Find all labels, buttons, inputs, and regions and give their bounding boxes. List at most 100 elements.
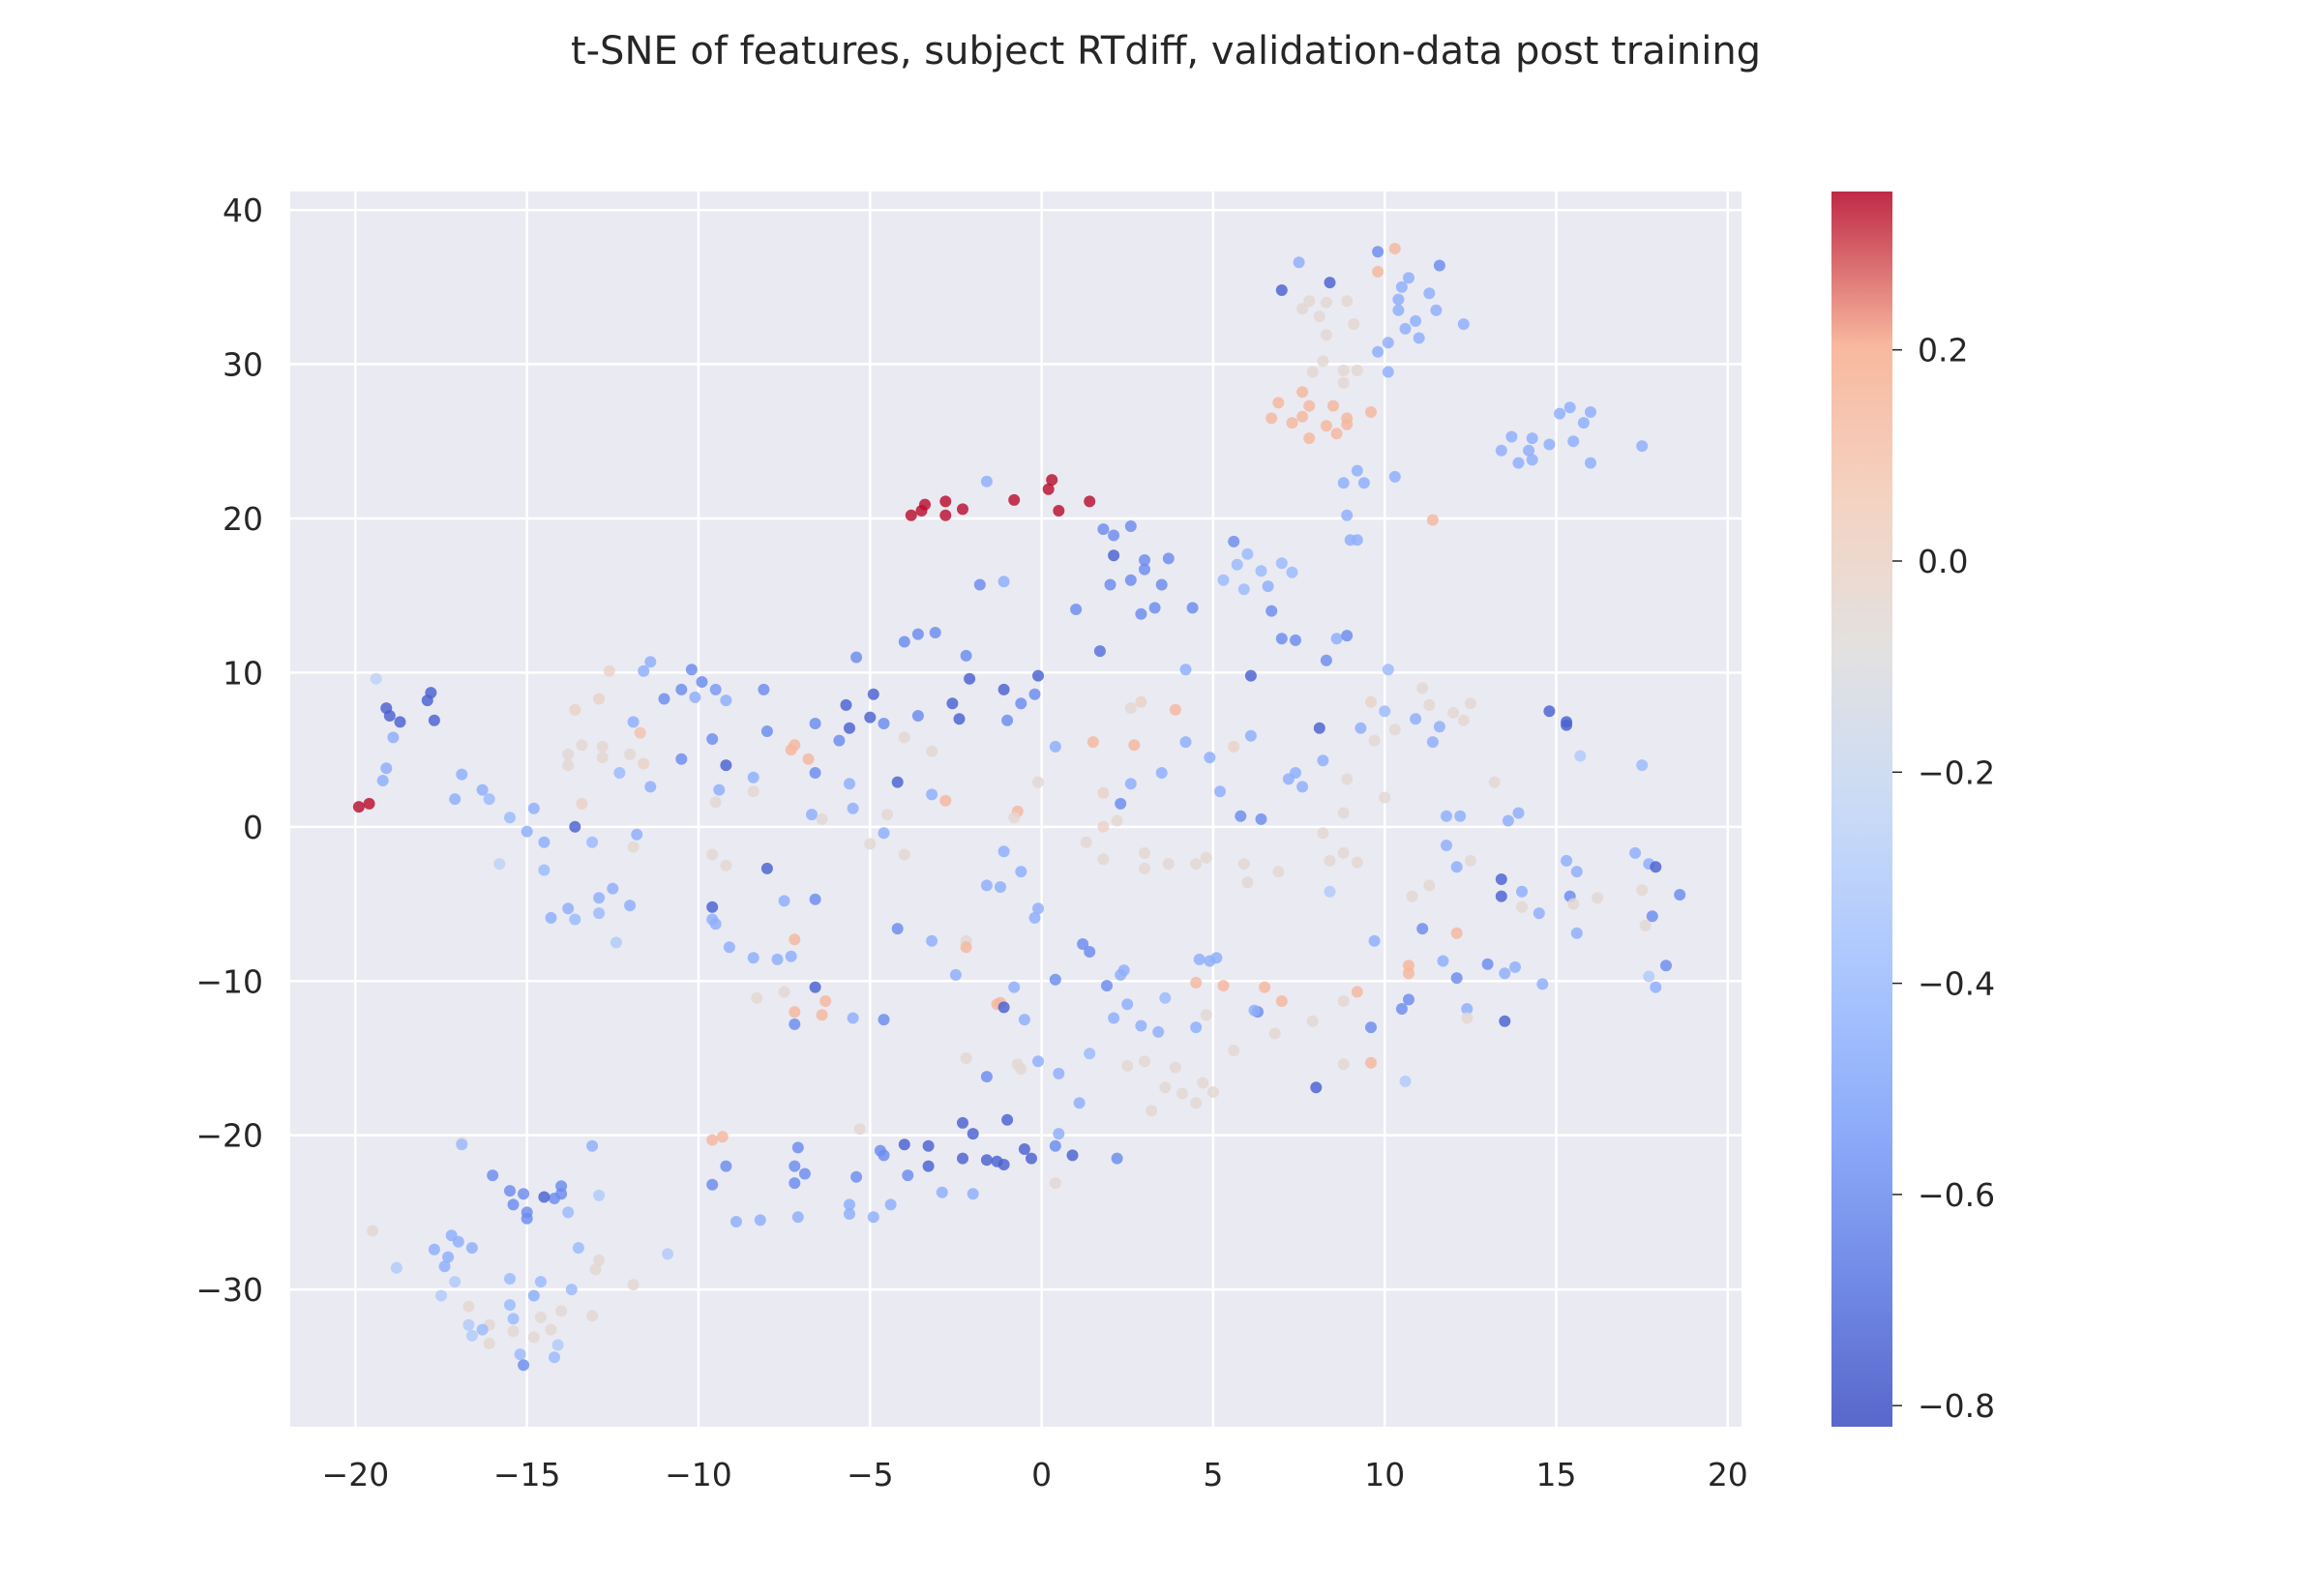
scatter-point (1135, 607, 1147, 620)
scatter-point (1217, 574, 1230, 586)
scatter-point (1159, 991, 1172, 1004)
scatter-point (1190, 1021, 1203, 1034)
scatter-point (1008, 493, 1021, 506)
scatter-point (1392, 293, 1405, 306)
scatter-point (534, 1311, 547, 1323)
colorbar-tick-label: 0.0 (1918, 543, 1968, 580)
scatter-point (521, 825, 533, 838)
scatter-point (1509, 961, 1521, 973)
scatter-point (462, 1300, 475, 1313)
scatter-point (462, 1318, 475, 1331)
scatter-point (1351, 856, 1363, 869)
x-tick-label: −10 (665, 1456, 732, 1493)
scatter-point (936, 1186, 948, 1198)
scatter-point (1049, 740, 1061, 753)
scatter-point (809, 893, 821, 905)
scatter-point (1365, 406, 1377, 418)
scatter-point (878, 1014, 890, 1026)
scatter-point (1179, 664, 1192, 676)
scatter-point (538, 836, 551, 848)
scatter-point (624, 900, 637, 912)
scatter-point (518, 1188, 530, 1200)
scatter-point (1286, 417, 1298, 429)
scatter-point (1028, 911, 1041, 924)
scatter-point (1526, 432, 1538, 445)
chart-title: t-SNE of features, subject RTdiff, valid… (571, 29, 1761, 74)
scatter-point (898, 731, 910, 744)
scatter-point (1437, 955, 1449, 967)
scatter-point (545, 911, 557, 924)
scatter-point (586, 1139, 599, 1152)
scatter-point (730, 1216, 742, 1227)
scatter-point (1516, 885, 1528, 898)
scatter-point (1097, 853, 1110, 866)
scatter-point (1193, 953, 1206, 965)
scatter-point (589, 1263, 602, 1276)
scatter-point (1447, 706, 1460, 719)
scatter-point (1382, 337, 1394, 349)
scatter-point (1244, 729, 1257, 742)
scatter-point (1570, 927, 1583, 939)
scatter-point (1275, 995, 1288, 1007)
scatter-point (1341, 509, 1354, 521)
colorbar (1831, 192, 1892, 1427)
scatter-point (538, 864, 551, 876)
scatter-point (881, 809, 893, 821)
scatter-point (1330, 633, 1343, 645)
scatter-point (980, 1154, 993, 1167)
scatter-point (428, 1243, 440, 1256)
scatter-point (1190, 976, 1203, 989)
scatter-point (1046, 474, 1058, 487)
scatter-point (1066, 1149, 1079, 1162)
scatter-point (785, 744, 797, 756)
scatter-point (816, 813, 828, 825)
scatter-point (1403, 967, 1414, 980)
scatter-point (1176, 1087, 1188, 1100)
scatter-point (1577, 417, 1590, 429)
scatter-point (720, 759, 732, 772)
scatter-point (638, 665, 650, 677)
scatter-point (747, 952, 759, 964)
scatter-point (1265, 412, 1278, 425)
scatter-point (847, 802, 859, 814)
scatter-point (435, 1289, 447, 1302)
scatter-point (1403, 993, 1414, 1006)
scatter-point (816, 1009, 828, 1021)
scatter-point (1585, 457, 1596, 469)
scatter-point (1139, 563, 1150, 576)
scatter-point (789, 1160, 801, 1172)
scatter-point (853, 1123, 866, 1136)
scatter-point (1330, 428, 1343, 440)
scatter-point (1337, 995, 1350, 1007)
scatter-point (1084, 1048, 1096, 1060)
scatter-point (1499, 967, 1511, 980)
scatter-point (1001, 1113, 1014, 1126)
scatter-point (569, 703, 581, 716)
scatter-point (603, 665, 615, 677)
scatter-point (939, 509, 952, 521)
scatter-point (1660, 960, 1672, 972)
scatter-point (1228, 740, 1240, 753)
scatter-point (1241, 876, 1254, 889)
scatter-point (833, 734, 846, 747)
scatter-point (549, 1351, 560, 1364)
scatter-point (1159, 1081, 1172, 1094)
scatter-point (449, 793, 461, 806)
scatter-point (911, 628, 924, 640)
scatter-point (487, 1169, 499, 1182)
scatter-point (1303, 399, 1316, 412)
scatter-point (939, 794, 952, 807)
scatter-point (1341, 630, 1354, 642)
scatter-point (953, 713, 966, 725)
scatter-point (1629, 846, 1642, 859)
colorbar-ticks: −0.8 −0.6 −0.4 −0.2 0.0 0.2 (1892, 332, 1995, 1425)
scatter-point (1567, 435, 1580, 448)
scatter-point (760, 725, 773, 737)
scatter-point (911, 710, 924, 722)
scatter-point (1320, 654, 1332, 666)
scatter-point (991, 1155, 1003, 1167)
scatter-point (1464, 697, 1476, 710)
scatter-point (957, 503, 968, 516)
scatter-point (789, 1006, 801, 1019)
x-tick-label: −15 (493, 1456, 561, 1493)
